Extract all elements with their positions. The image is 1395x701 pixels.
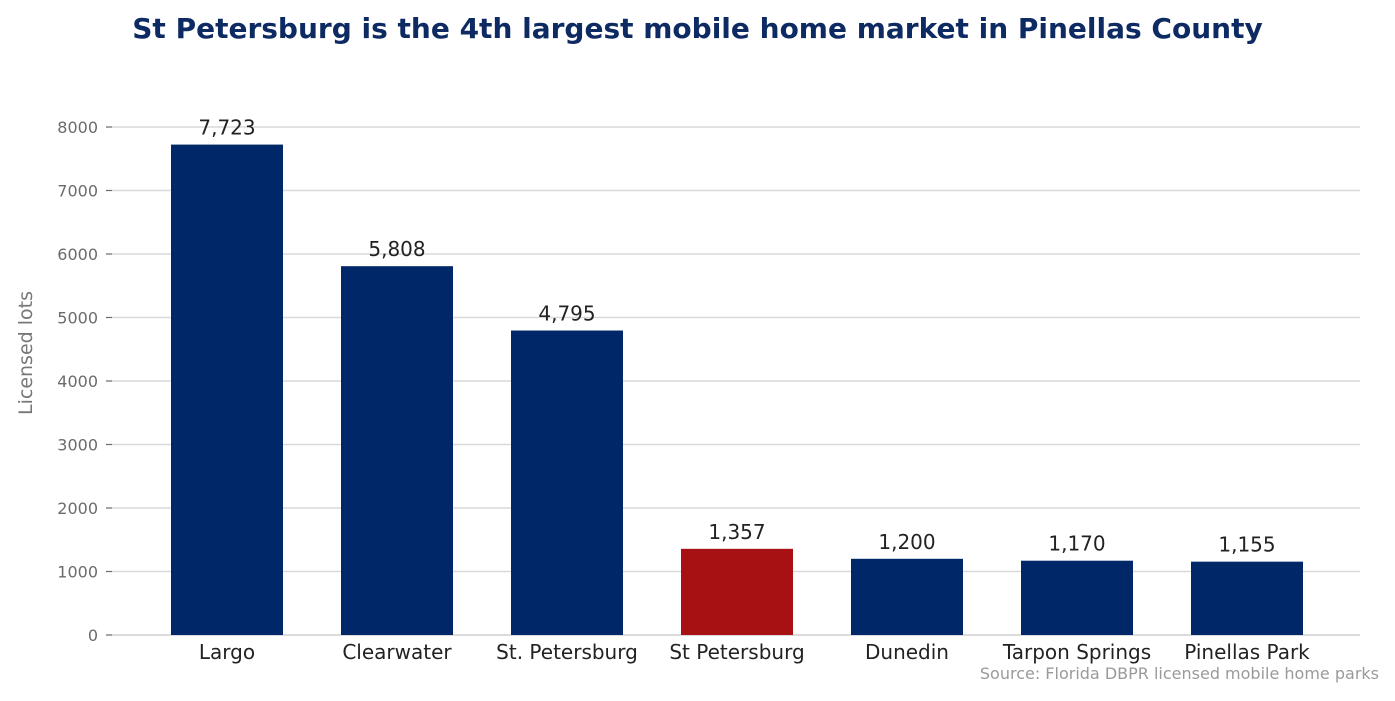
y-tick-label: 6000 xyxy=(57,245,98,264)
y-tick-label: 5000 xyxy=(57,309,98,328)
bar-value-label: 1,170 xyxy=(1048,532,1105,556)
bar-4 xyxy=(681,548,793,635)
x-tick-label: Tarpon Springs xyxy=(1002,640,1151,664)
y-tick-label: 0 xyxy=(88,626,98,645)
bar-value-label: 1,200 xyxy=(878,530,935,554)
bar-7 xyxy=(1191,561,1303,635)
bar-1 xyxy=(171,144,283,636)
x-tick-label: Dunedin xyxy=(865,640,949,664)
y-tick-label: 3000 xyxy=(57,436,98,455)
x-tick-label: St. Petersburg xyxy=(496,640,638,664)
bar-5 xyxy=(851,558,963,635)
bar-3 xyxy=(511,330,623,635)
bar-value-label: 1,155 xyxy=(1218,533,1275,557)
bar-value-label: 5,808 xyxy=(368,237,425,261)
y-axis-label: Licensed lots xyxy=(15,291,37,415)
bar-value-label: 4,795 xyxy=(538,302,595,326)
y-tick-label: 4000 xyxy=(57,372,98,391)
x-tick-label: Clearwater xyxy=(342,640,452,664)
x-tick-label: Pinellas Park xyxy=(1184,640,1310,664)
x-tick-label: St Petersburg xyxy=(669,640,804,664)
bar-2 xyxy=(341,266,453,635)
y-tick-label: 2000 xyxy=(57,499,98,518)
y-tick-label: 8000 xyxy=(57,118,98,137)
y-tick-label: 1000 xyxy=(57,563,98,582)
y-tick-label: 7000 xyxy=(57,182,98,201)
chart-title: St Petersburg is the 4th largest mobile … xyxy=(132,12,1263,45)
bar-value-label: 1,357 xyxy=(708,520,765,544)
x-tick-label: Largo xyxy=(199,640,255,664)
bar-value-label: 7,723 xyxy=(198,116,255,140)
source-note: Source: Florida DBPR licensed mobile hom… xyxy=(979,664,1379,683)
bar-6 xyxy=(1021,560,1133,635)
